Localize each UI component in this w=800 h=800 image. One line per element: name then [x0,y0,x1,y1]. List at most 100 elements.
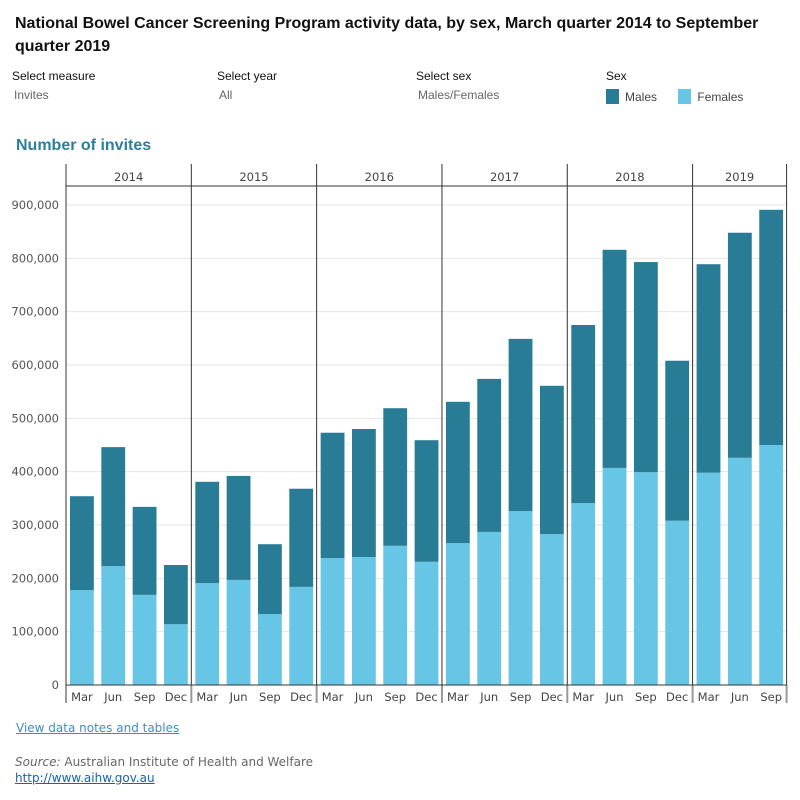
bar-males [383,408,408,546]
source-line: Source: Australian Institute of Health a… [15,755,313,769]
x-tick-label: Jun [730,690,749,704]
bar-females [696,472,721,685]
chart-title: Number of invites [16,137,152,154]
bar-males [477,378,502,532]
bar-females [508,511,533,685]
year-header-label: 2019 [725,170,754,184]
bar-females [759,445,784,685]
y-tick-label: 500,000 [11,411,59,425]
x-tick-label: Jun [479,690,498,704]
bar-chart: 0 100,000 200,000 300,000 400,000 500,000 600,… [11,164,788,704]
legend-title: Sex [606,69,627,83]
x-tick-label: Sep [510,690,532,704]
x-tick-label: Jun [354,690,373,704]
bar-males [445,401,470,544]
year-header-label: 2018 [615,170,644,184]
x-tick-label: Jun [605,690,624,704]
select-measure-label: Select measure [12,69,96,83]
bar-males [759,209,784,445]
bar-males [539,385,564,535]
bar-females [571,503,596,685]
bar-females [633,472,658,685]
source-text: Australian Institute of Health and Welfa… [64,755,314,769]
bar-males [320,432,345,559]
bar-males [351,429,376,557]
y-tick-label: 400,000 [11,465,59,479]
males-swatch [606,89,619,104]
bar-males [602,249,627,468]
bar-females [226,579,251,685]
year-header-label: 2016 [365,170,394,184]
select-sex-value[interactable]: Males/Females [418,88,500,102]
bar-females [727,457,752,685]
year-header-label: 2017 [490,170,519,184]
x-tick-label: Sep [384,690,406,704]
bar-males [70,496,94,591]
y-tick-label: 300,000 [11,518,59,532]
x-tick-label: Mar [698,690,720,704]
y-tick-label: 600,000 [11,358,59,372]
source-label: Source: [15,755,61,769]
bar-males [633,262,658,473]
bar-males [508,338,533,512]
x-tick-label: Jun [103,690,122,704]
females-swatch [678,89,692,104]
x-tick-label: Dec [541,690,563,704]
x-tick-label: Dec [666,690,688,704]
bar-females [383,545,408,685]
bar-males [696,264,721,473]
bar-males [289,488,314,587]
x-tick-label: Dec [415,690,437,704]
bar-males [414,440,439,562]
bar-males [226,475,251,580]
select-year[interactable]: Select year All [217,69,277,102]
legend: Sex Males Females [606,69,761,107]
bar-females [70,590,94,685]
bar-females [163,624,188,685]
bar-females [257,614,282,685]
legend-label-females: Females [697,89,744,104]
bar-females [101,566,126,685]
x-tick-label: Sep [134,690,156,704]
x-tick-label: Sep [760,690,782,704]
view-data-notes-link[interactable]: View data notes and tables [16,721,180,735]
legend-item-females[interactable]: Females [678,89,743,104]
select-year-value[interactable]: All [219,88,233,102]
x-tick-label: Dec [165,690,187,704]
year-header-label: 2014 [114,170,143,184]
bar-females [414,561,439,685]
page-title: National Bowel Cancer Screening Program … [15,15,759,55]
legend-label-males: Males [625,89,658,104]
bar-females [665,520,690,685]
bar-females [445,543,470,685]
y-tick-label: 800,000 [11,251,59,265]
bar-females [477,531,502,685]
bar-males [727,232,752,458]
x-tick-label: Mar [71,690,93,704]
select-sex-label: Select sex [416,69,472,83]
bar-females [351,557,376,685]
bar-females [289,586,314,685]
y-tick-label: 0 [52,678,59,692]
x-tick-label: Dec [290,690,312,704]
bar-males [571,325,596,504]
bar-females [539,534,564,685]
y-tick-label: 100,000 [11,625,59,639]
select-measure[interactable]: Select measure Invites [12,69,95,102]
bar-females [602,467,627,685]
legend-item-males[interactable]: Males [606,89,657,104]
x-tick-label: Sep [259,690,281,704]
select-year-label: Select year [217,69,278,83]
y-tick-label: 700,000 [11,305,59,319]
x-tick-label: Mar [572,690,594,704]
source-url-link[interactable]: http://www.aihw.gov.au [15,771,155,785]
select-sex[interactable]: Select sex Males/Females [416,69,499,102]
x-tick-label: Mar [447,690,469,704]
bar-males [257,544,282,615]
bar-females [132,594,157,685]
bar-females [195,583,220,685]
x-tick-label: Mar [196,690,218,704]
select-measure-value[interactable]: Invites [14,88,49,102]
x-tick-label: Mar [322,690,344,704]
bar-females [320,558,345,685]
